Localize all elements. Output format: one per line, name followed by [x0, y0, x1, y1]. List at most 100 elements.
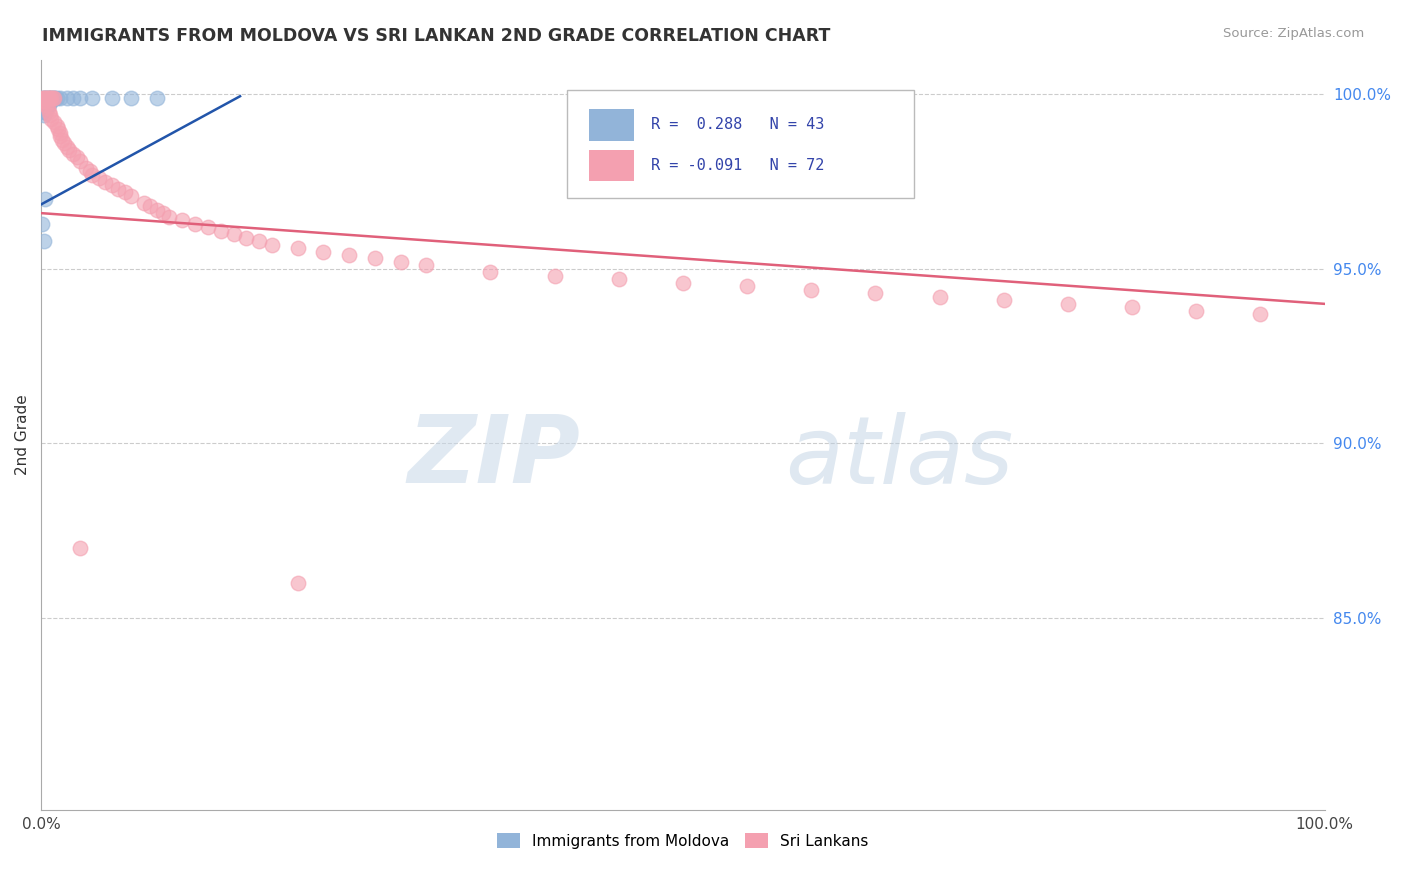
Point	[41, 91, 63, 105]
Point	[49, 126, 72, 140]
Point	[389, 255, 412, 269]
Point	[37, 102, 59, 116]
Point	[197, 220, 219, 235]
Bar	[589, 150, 634, 181]
Point	[337, 248, 360, 262]
Point	[607, 272, 630, 286]
Point	[49, 129, 72, 144]
Point	[865, 286, 887, 301]
Point	[152, 206, 174, 220]
Point	[34, 98, 56, 112]
Point	[38, 91, 60, 105]
Point	[32, 108, 55, 122]
Point	[35, 102, 58, 116]
Point	[159, 210, 181, 224]
Point	[41, 91, 63, 105]
Point	[38, 91, 60, 105]
Point	[94, 175, 117, 189]
Point	[41, 91, 63, 105]
Point	[82, 91, 104, 105]
Point	[928, 290, 950, 304]
Point	[1250, 307, 1272, 321]
Point	[79, 164, 101, 178]
Point	[184, 217, 207, 231]
Point	[37, 91, 59, 105]
Point	[35, 91, 58, 105]
FancyBboxPatch shape	[568, 89, 914, 198]
Point	[62, 146, 84, 161]
Point	[45, 119, 67, 133]
Point	[800, 283, 823, 297]
Point	[39, 91, 62, 105]
Point	[31, 217, 53, 231]
Point	[42, 91, 65, 105]
Point	[364, 252, 387, 266]
Text: R =  0.288   N = 43: R = 0.288 N = 43	[651, 118, 824, 132]
Point	[46, 122, 69, 136]
Point	[222, 227, 245, 241]
Point	[34, 95, 56, 109]
Point	[247, 234, 270, 248]
Point	[145, 202, 167, 217]
Point	[82, 168, 104, 182]
Point	[31, 95, 53, 109]
Point	[120, 91, 142, 105]
Point	[114, 185, 136, 199]
Point	[287, 241, 309, 255]
Point	[39, 108, 62, 122]
Point	[209, 223, 232, 237]
Point	[87, 171, 110, 186]
Point	[38, 98, 60, 112]
Point	[32, 104, 55, 119]
Point	[132, 195, 155, 210]
Point	[139, 199, 162, 213]
Point	[44, 91, 66, 105]
Point	[100, 91, 122, 105]
Point	[32, 234, 55, 248]
Point	[38, 95, 60, 109]
Point	[145, 91, 167, 105]
Point	[479, 265, 502, 279]
Point	[32, 102, 55, 116]
Point	[32, 91, 55, 105]
Point	[66, 150, 89, 164]
Point	[75, 161, 97, 175]
Point	[41, 95, 63, 109]
Y-axis label: 2nd Grade: 2nd Grade	[15, 394, 30, 475]
Point	[62, 91, 84, 105]
Point	[34, 91, 56, 105]
Point	[543, 268, 565, 283]
Point	[672, 276, 695, 290]
Point	[55, 140, 77, 154]
Point	[55, 91, 77, 105]
Legend: Immigrants from Moldova, Sri Lankans: Immigrants from Moldova, Sri Lankans	[491, 827, 875, 855]
Point	[312, 244, 335, 259]
Point	[34, 91, 56, 105]
Point	[38, 104, 60, 119]
Point	[35, 98, 58, 112]
Point	[35, 91, 58, 105]
Point	[69, 153, 91, 168]
Point	[42, 91, 65, 105]
Point	[37, 95, 59, 109]
Text: atlas: atlas	[786, 412, 1014, 503]
Point	[262, 237, 284, 252]
Point	[35, 98, 58, 112]
Point	[32, 98, 55, 112]
Point	[1185, 303, 1208, 318]
Point	[51, 133, 73, 147]
Point	[31, 91, 53, 105]
Point	[39, 95, 62, 109]
Text: IMMIGRANTS FROM MOLDOVA VS SRI LANKAN 2ND GRADE CORRELATION CHART: IMMIGRANTS FROM MOLDOVA VS SRI LANKAN 2N…	[42, 27, 831, 45]
Point	[49, 91, 72, 105]
Point	[42, 115, 65, 129]
Point	[37, 98, 59, 112]
Point	[34, 192, 56, 206]
Point	[37, 91, 59, 105]
Point	[287, 576, 309, 591]
Point	[735, 279, 758, 293]
Point	[235, 230, 257, 244]
Point	[32, 95, 55, 109]
Point	[58, 144, 80, 158]
Point	[41, 91, 63, 105]
